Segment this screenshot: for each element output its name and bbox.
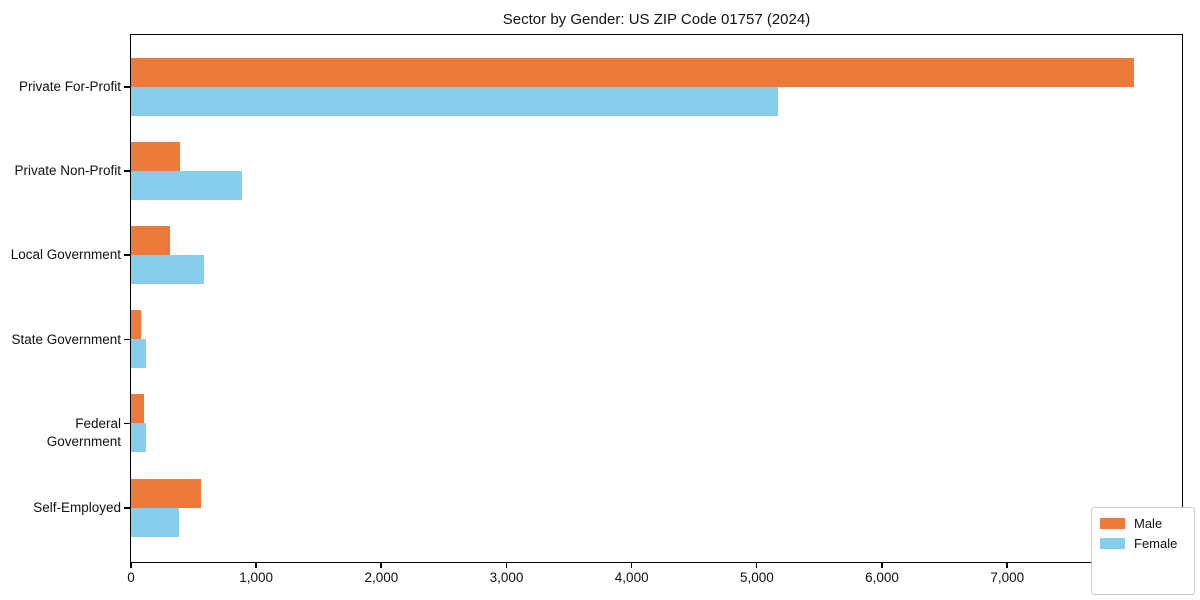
x-tick-mark (505, 563, 508, 568)
x-tick-mark (130, 563, 132, 568)
x-tick-mark (1006, 563, 1008, 568)
legend-entry-female: Female (1100, 533, 1185, 553)
y-tick-mark (124, 422, 130, 425)
y-tick-mark (124, 86, 130, 88)
x-tick-label: 3,000 (489, 570, 524, 585)
y-tick-mark (124, 170, 130, 172)
legend-label: Female (1134, 535, 1178, 551)
x-tick-mark (755, 563, 758, 568)
y-tick-mark (124, 507, 130, 509)
plot-area (130, 34, 1183, 563)
x-tick-label: 5,000 (739, 570, 774, 585)
x-tick-mark (630, 563, 633, 568)
x-tick-label: 4,000 (614, 570, 649, 585)
x-tick-mark (881, 563, 883, 568)
category-label: Private Non-Profit (14, 163, 121, 179)
category-label: Private For-Profit (18, 79, 121, 94)
bar-female-3 (131, 254, 204, 284)
bar-female-2 (131, 170, 242, 200)
bar-male-6 (131, 478, 202, 508)
y-tick-mark (124, 338, 130, 341)
bar-female-1 (131, 86, 779, 116)
bar-male-5 (131, 394, 145, 424)
bar-female-4 (131, 339, 147, 369)
x-tick-label: 7,000 (990, 570, 1025, 585)
x-tick-mark (380, 563, 382, 568)
category-label: State Government (11, 331, 121, 347)
category-label: Self-Employed (33, 500, 121, 515)
y-tick-mark (124, 254, 130, 256)
x-tick-label: 1,000 (239, 570, 274, 585)
x-tick-label: 6,000 (865, 570, 899, 585)
legend-swatch-male (1100, 517, 1125, 529)
bar-male-1 (131, 57, 1134, 87)
x-tick-label: 2,000 (364, 570, 399, 585)
x-tick-label: 0 (127, 570, 135, 585)
bar-male-4 (131, 310, 141, 340)
legend-entry-male: Male (1100, 513, 1185, 533)
legend-swatch-female (1100, 537, 1125, 549)
x-tick-mark (255, 563, 257, 568)
category-label: Federal Government (46, 415, 121, 449)
bar-male-2 (131, 141, 180, 171)
legend-label: Male (1134, 515, 1163, 531)
bar-male-3 (131, 225, 170, 255)
bar-female-6 (131, 507, 179, 537)
legend: Male Female (1091, 507, 1195, 595)
category-label: Local Government (10, 247, 121, 263)
chart-title: Sector by Gender: US ZIP Code 01757 (202… (502, 11, 811, 28)
bar-female-5 (131, 423, 147, 453)
